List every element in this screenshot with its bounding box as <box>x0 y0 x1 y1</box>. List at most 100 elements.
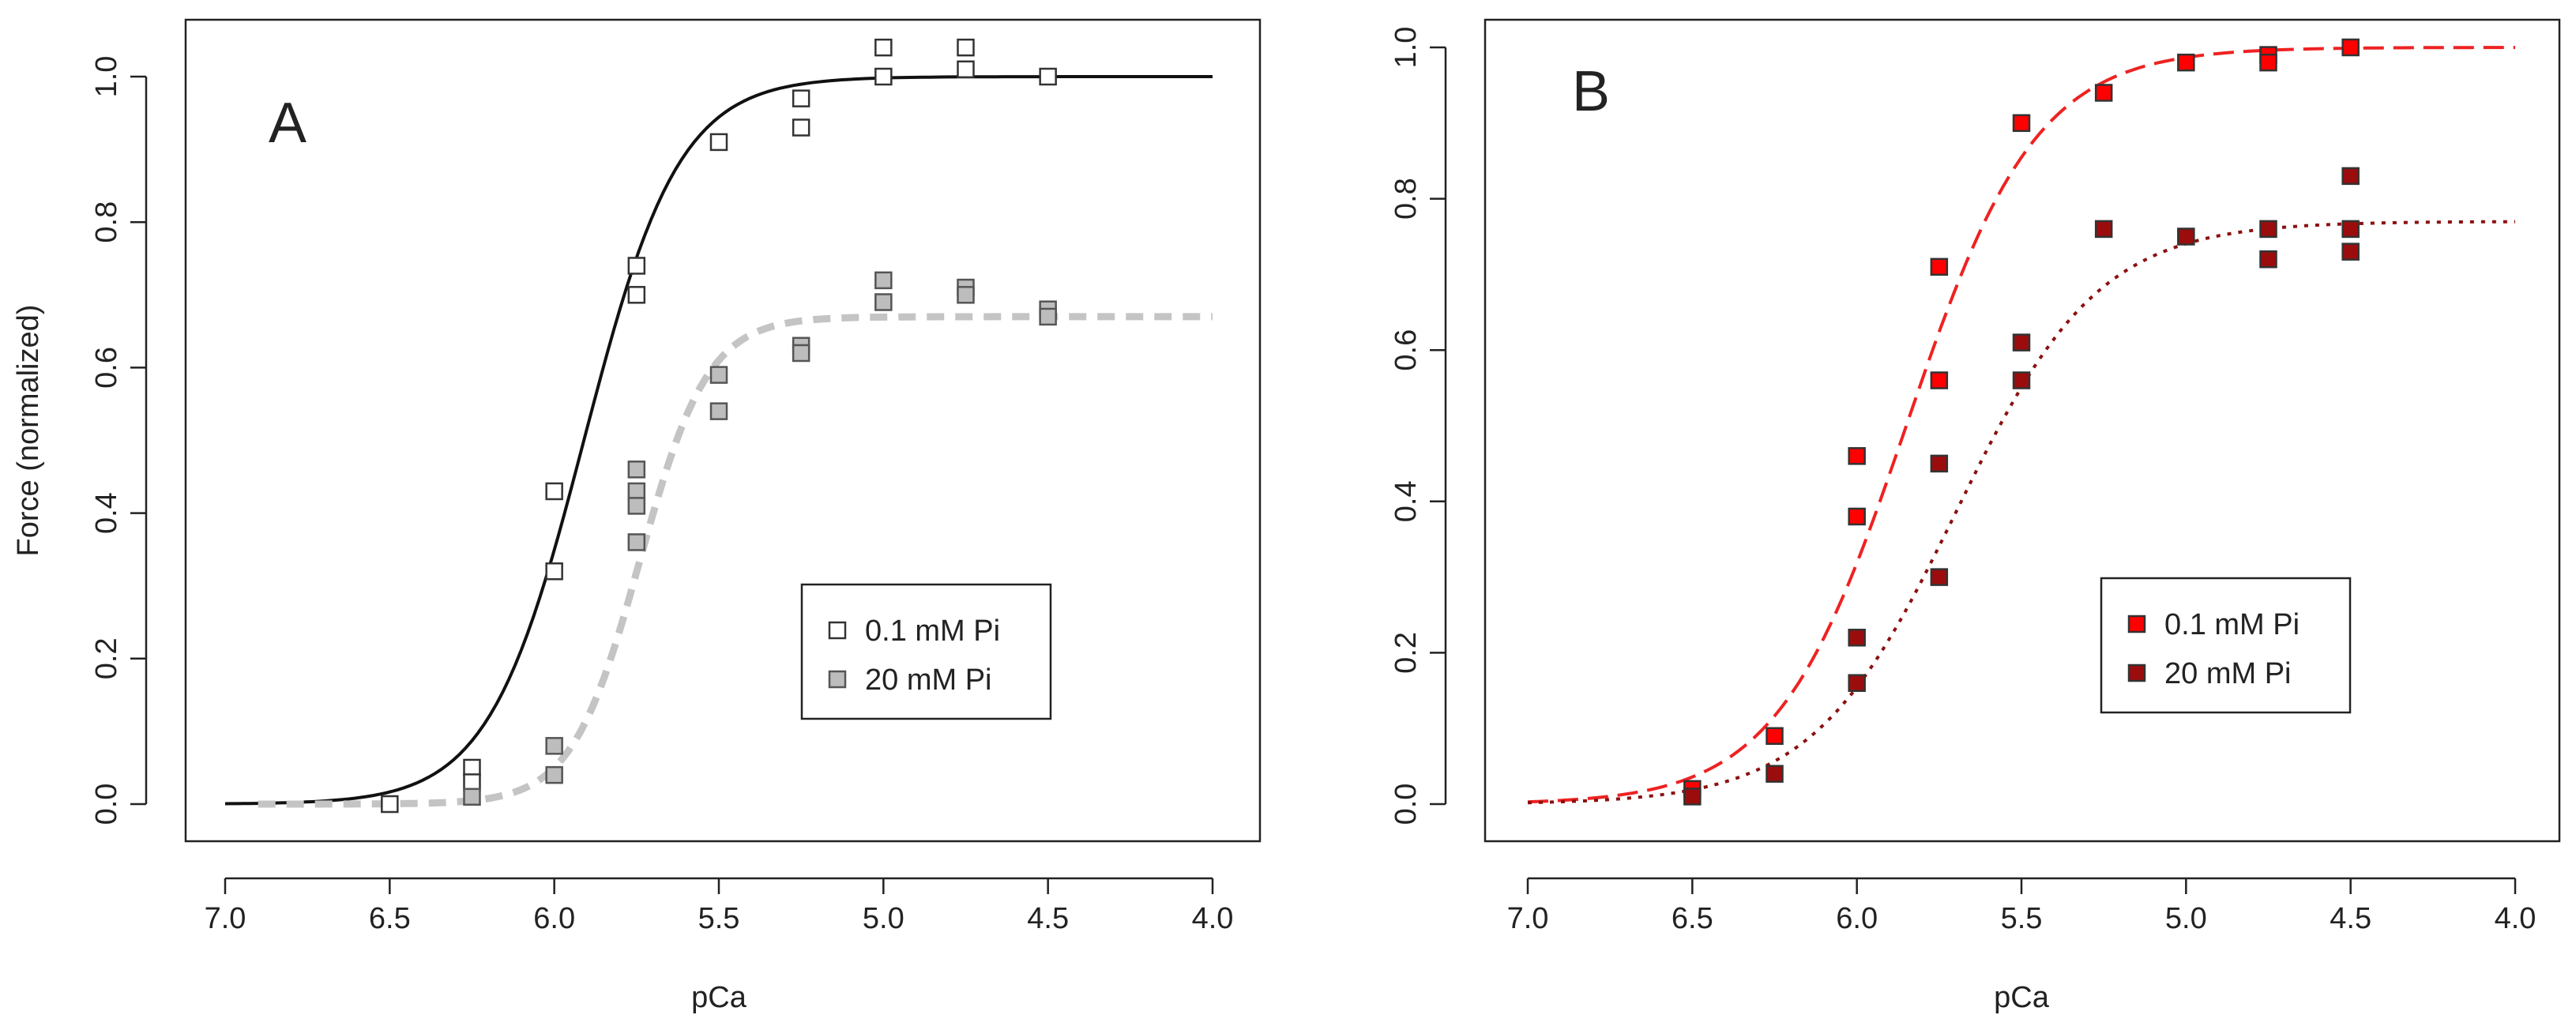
x-tick-label: 5.0 <box>863 902 904 935</box>
data-point-series-1 <box>874 293 893 311</box>
legend: 0.1 mM Pi 20 mM Pi <box>800 583 1052 720</box>
data-point-series-1 <box>709 366 728 384</box>
x-tick-label: 4.0 <box>1192 902 1234 935</box>
data-point-series-1 <box>2341 220 2360 239</box>
x-tick-label: 5.0 <box>2165 902 2207 935</box>
data-point-series-1 <box>1039 307 1057 326</box>
data-point-series-0 <box>627 286 646 304</box>
data-point-series-0 <box>2341 38 2360 57</box>
data-point-series-1 <box>1930 454 1949 473</box>
data-point-series-0 <box>957 60 975 79</box>
data-point-series-1 <box>1930 568 1949 586</box>
x-tick-label: 4.0 <box>2495 902 2537 935</box>
data-point-series-1 <box>709 402 728 420</box>
data-point-series-0 <box>381 795 399 814</box>
y-tick-label: 0.2 <box>1390 632 1423 674</box>
legend-label-series-1: 20 mM Pi <box>2164 657 2291 690</box>
data-point-series-0 <box>709 133 728 152</box>
data-point-series-0 <box>627 257 646 275</box>
data-point-series-1 <box>2259 220 2277 239</box>
data-point-series-0 <box>1039 67 1057 86</box>
y-axis-title: Force (normalized) <box>12 305 45 557</box>
data-point-series-1 <box>463 788 481 806</box>
data-point-series-1 <box>2341 167 2360 186</box>
y-tick-label: 0.6 <box>1390 329 1423 371</box>
panel-label: B <box>1572 60 1610 123</box>
x-tick-label: 4.5 <box>1027 902 1069 935</box>
data-point-series-1 <box>1683 788 1702 806</box>
panel-b: 7.0 6.5 6.0 5.5 5.0 4.5 4.0 0.0 0.2 0.4 0.6 0.8 1.0 p… <box>1390 18 2561 1014</box>
legend-box <box>2100 577 2352 714</box>
data-point-series-0 <box>545 482 563 501</box>
panel-label: A <box>269 92 306 155</box>
data-point-series-0 <box>2094 84 2113 102</box>
data-point-series-0 <box>1848 507 1866 526</box>
data-point-series-1 <box>1848 674 1866 692</box>
data-point-series-1 <box>2012 333 2031 351</box>
data-point-series-1 <box>545 737 563 755</box>
data-point-series-0 <box>2259 53 2277 72</box>
y-tick-label: 0.6 <box>90 347 123 389</box>
x-axis-title: pCa <box>1994 981 2050 1014</box>
x-tick-label: 6.5 <box>1672 902 1713 935</box>
x-tick-label: 6.0 <box>533 902 575 935</box>
legend-marker-series-1 <box>2127 663 2146 682</box>
data-point-series-1 <box>957 286 975 304</box>
x-tick-label: 5.5 <box>2001 902 2043 935</box>
data-point-series-0 <box>1930 258 1949 276</box>
data-point-series-1 <box>2341 242 2360 261</box>
data-point-series-1 <box>792 344 810 363</box>
legend-label-series-1: 20 mM Pi <box>865 663 991 697</box>
data-point-series-0 <box>2012 114 2031 133</box>
panel-a: 7.0 6.5 6.0 5.5 5.0 4.5 4.0 0.0 0.2 0.4 0.6 0.8 1.0 p… <box>12 18 1262 1014</box>
x-axis-title: pCa <box>691 981 747 1014</box>
data-point-series-0 <box>1766 727 1784 746</box>
legend: 0.1 mM Pi 20 mM Pi <box>2100 577 2352 714</box>
legend-box <box>800 583 1052 720</box>
data-point-series-1 <box>2259 250 2277 269</box>
data-point-series-1 <box>1848 628 1866 647</box>
data-point-series-1 <box>627 460 646 479</box>
x-tick-label: 7.0 <box>1507 902 1549 935</box>
data-point-series-1 <box>627 533 646 551</box>
data-point-series-1 <box>627 497 646 515</box>
data-point-series-0 <box>1930 371 1949 389</box>
data-point-series-0 <box>545 562 563 581</box>
x-tick-label: 5.5 <box>698 902 740 935</box>
x-tick-label: 6.5 <box>369 902 411 935</box>
data-point-series-1 <box>627 482 646 501</box>
data-point-series-1 <box>545 765 563 784</box>
fit-curve-series-0 <box>224 75 1213 806</box>
fit-curve-series-1 <box>258 313 1213 808</box>
y-tick-label: 0.0 <box>1390 784 1423 825</box>
plot-frame <box>1484 18 2561 843</box>
data-point-series-0 <box>1848 447 1866 465</box>
legend-label-series-0: 0.1 mM Pi <box>865 615 1000 648</box>
data-point-series-0 <box>2177 53 2195 72</box>
legend-label-series-0: 0.1 mM Pi <box>2164 608 2300 641</box>
data-point-series-0 <box>463 773 481 791</box>
y-tick-label: 1.0 <box>1390 27 1423 69</box>
data-point-series-0 <box>874 38 893 57</box>
y-tick-label: 0.8 <box>1390 178 1423 220</box>
data-point-series-0 <box>792 118 810 137</box>
fit-curve-series-1 <box>1527 220 2516 805</box>
data-point-series-0 <box>957 38 975 57</box>
data-point-series-1 <box>1766 765 1784 783</box>
y-tick-label: 0.2 <box>90 637 123 679</box>
plot-frame <box>184 18 1262 843</box>
y-tick-label: 1.0 <box>90 56 123 98</box>
fit-curve-series-0 <box>1527 46 2515 804</box>
y-tick-label: 0.4 <box>1390 480 1423 522</box>
data-point-series-0 <box>463 758 481 777</box>
x-tick-label: 7.0 <box>205 902 246 935</box>
legend-marker-series-1 <box>828 670 847 689</box>
data-point-series-1 <box>2094 220 2113 239</box>
y-tick-label: 0.4 <box>90 492 123 534</box>
data-point-series-1 <box>2177 227 2195 246</box>
data-point-series-1 <box>2012 371 2031 389</box>
legend-marker-series-0 <box>828 621 847 640</box>
legend-marker-series-0 <box>2127 615 2146 633</box>
